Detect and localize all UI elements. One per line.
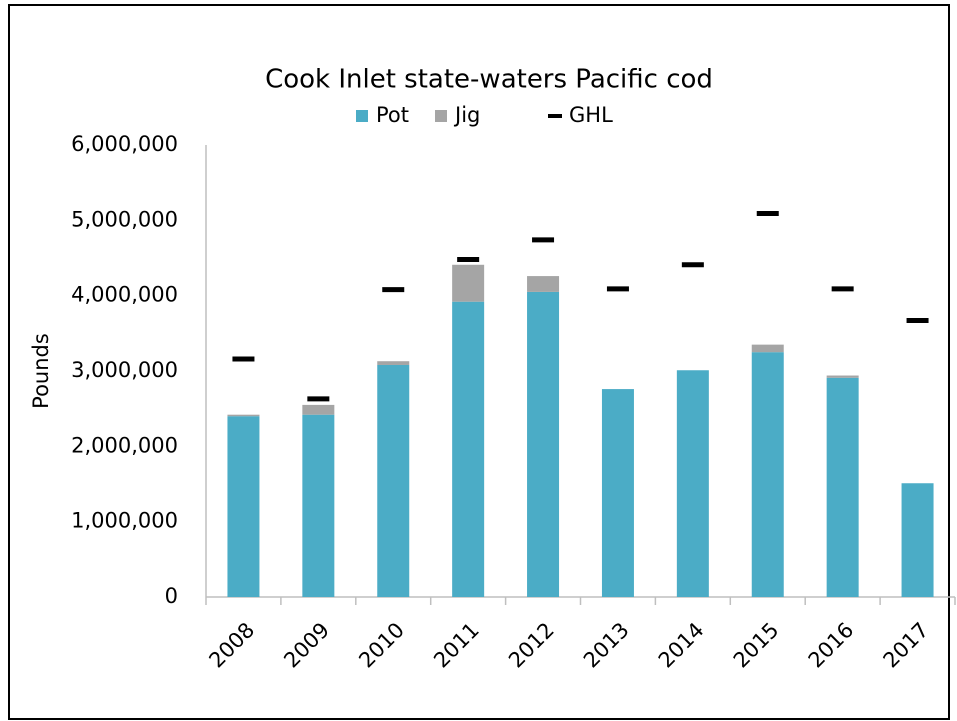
bar-segment [826,375,859,378]
bar-segment [676,370,709,597]
y-tick-label: 5,000,000 [71,207,178,231]
y-tick-label: 1,000,000 [71,509,178,533]
bar-segment [452,264,485,302]
bar-segment [527,291,560,597]
bar-segment [377,364,410,597]
bar-segment [227,414,260,417]
bar-segment [901,483,934,597]
bar-segment [302,404,335,415]
bar-segment [302,414,335,597]
bar-segment [377,361,410,365]
bar-segment [826,377,859,597]
legend-label: Pot [376,103,409,127]
bar-segment [751,344,784,353]
bar-segment [601,389,634,597]
y-tick-label: 4,000,000 [71,283,178,307]
chart-title: Cook Inlet state-waters Pacific cod [265,65,713,95]
y-tick-label: 2,000,000 [71,433,178,457]
y-axis-label: Pounds [29,333,53,409]
legend-swatch [356,110,368,122]
bar-segment [227,416,260,597]
bar-segment [751,352,784,597]
bar-segment [452,301,485,597]
y-tick-label: 0 [165,584,178,608]
y-tick-label: 3,000,000 [71,358,178,382]
legend-label: GHL [569,103,613,127]
y-tick-label: 6,000,000 [71,132,178,156]
legend-swatch [435,110,447,122]
legend-label: Jig [453,103,480,127]
bar-segment [527,276,560,292]
